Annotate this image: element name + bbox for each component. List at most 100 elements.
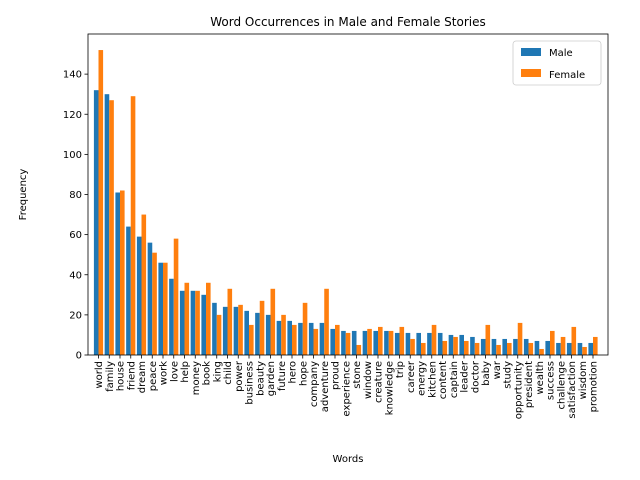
legend-label-female: Female <box>549 70 585 81</box>
bars-layer <box>93 50 598 356</box>
x-tick-label-kitchen: kitchen <box>427 361 438 398</box>
bar-male-president <box>523 338 529 355</box>
bar-male-study <box>502 338 507 355</box>
bar-male-success <box>545 340 550 355</box>
bar-male-wisdom <box>577 342 583 355</box>
bar-male-world <box>93 90 99 356</box>
x-tick-label-work: work <box>159 361 170 385</box>
bar-female-king <box>216 314 222 355</box>
bar-male-friend <box>126 226 131 355</box>
bar-male-peace <box>147 242 153 355</box>
x-tick-label-power: power <box>234 360 245 392</box>
bar-female-world <box>98 50 104 356</box>
bar-female-peace <box>152 252 157 355</box>
bar-female-satisfaction <box>571 326 577 355</box>
bar-male-creature <box>373 330 378 355</box>
y-axis: 0 20 40 60 80 100 120 140 <box>63 70 88 362</box>
bar-female-proud <box>335 324 340 355</box>
bar-female-window <box>367 328 372 355</box>
bar-male-help <box>179 290 185 355</box>
bar-male-hope <box>298 322 303 355</box>
y-tick-label-60: 60 <box>69 230 82 241</box>
x-tick-label-promotion: promotion <box>589 361 600 412</box>
x-tick-label-world: world <box>94 361 105 389</box>
y-tick-label-80: 80 <box>69 190 82 201</box>
bar-female-war <box>496 344 501 355</box>
y-tick-label-140: 140 <box>63 70 82 81</box>
x-tick-label-trip: trip <box>395 361 406 378</box>
y-tick-label-120: 120 <box>63 110 82 121</box>
x-tick-label-energy: energy <box>417 361 428 396</box>
bar-male-doctor <box>470 336 475 355</box>
bar-male-satisfaction <box>566 342 572 355</box>
x-tick-label-king: king <box>212 361 223 382</box>
x-tick-label-opportunity: opportunity <box>513 361 524 419</box>
bar-female-career <box>410 338 415 355</box>
bar-female-adventure <box>324 288 329 355</box>
y-tick-label-20: 20 <box>69 310 82 321</box>
x-tick-label-satisfaction: satisfaction <box>567 361 578 419</box>
bar-female-kitchen <box>431 324 437 355</box>
x-tick-label-peace: peace <box>148 361 159 391</box>
bar-female-study <box>507 342 512 355</box>
bar-male-power <box>233 306 239 355</box>
bar-female-friend <box>130 96 136 355</box>
x-tick-label-book: book <box>202 361 213 386</box>
x-tick-label-business: business <box>245 361 256 405</box>
x-tick-label-adventure: adventure <box>320 361 331 412</box>
bar-female-content <box>442 340 448 355</box>
x-tick-label-garden: garden <box>266 361 277 396</box>
x-tick-label-study: study <box>503 361 514 389</box>
bar-female-captain <box>453 336 458 355</box>
x-tick-label-wealth: wealth <box>535 361 546 395</box>
bar-female-knowledge <box>388 330 394 355</box>
bar-male-knowledge <box>384 330 389 355</box>
bar-female-book <box>206 282 211 355</box>
x-tick-label-love: love <box>169 361 180 382</box>
bar-female-help <box>184 282 190 355</box>
x-tick-label-money: money <box>191 361 202 395</box>
bar-male-captain <box>448 334 454 355</box>
bar-male-window <box>362 330 368 355</box>
bar-female-child <box>227 288 233 355</box>
x-tick-label-career: career <box>406 360 417 393</box>
bar-male-work <box>158 262 163 355</box>
y-tick-label-100: 100 <box>63 150 82 161</box>
bar-female-creature <box>378 326 383 355</box>
bar-male-career <box>405 332 411 355</box>
bar-male-house <box>115 192 120 355</box>
bar-female-work <box>163 262 168 355</box>
bar-male-garden <box>265 314 271 355</box>
x-axis: world family house friend dream peace work love… <box>94 355 600 419</box>
x-tick-label-beauty: beauty <box>255 361 266 396</box>
x-tick-label-content: content <box>438 361 449 399</box>
bar-female-challenge <box>560 336 566 355</box>
bar-male-business <box>244 310 249 355</box>
bar-female-garden <box>270 288 276 355</box>
bar-female-future <box>281 314 286 355</box>
x-tick-label-knowledge: knowledge <box>384 361 395 415</box>
legend: Male Female <box>512 40 602 86</box>
bar-female-success <box>550 330 555 355</box>
bar-female-baby <box>485 324 491 355</box>
bar-female-company <box>313 328 319 355</box>
x-tick-label-baby: baby <box>481 361 492 386</box>
bar-male-opportunity <box>513 338 518 355</box>
x-tick-label-dream: dream <box>137 361 148 393</box>
bar-male-love <box>169 278 174 355</box>
legend-swatch-male <box>521 48 541 56</box>
bar-male-future <box>276 320 282 355</box>
bar-male-kitchen <box>427 332 432 355</box>
bar-male-dream <box>136 236 142 355</box>
bar-male-leader <box>459 334 464 355</box>
bar-female-wisdom <box>582 346 587 355</box>
bar-female-dream <box>141 214 147 355</box>
x-tick-label-hope: hope <box>298 361 309 386</box>
x-tick-label-success: success <box>546 361 557 400</box>
bar-male-trip <box>394 332 400 355</box>
bar-female-love <box>173 238 179 355</box>
bar-female-promotion <box>593 336 598 355</box>
x-axis-label: Words <box>333 454 364 465</box>
x-tick-label-challenge: challenge <box>556 361 567 410</box>
